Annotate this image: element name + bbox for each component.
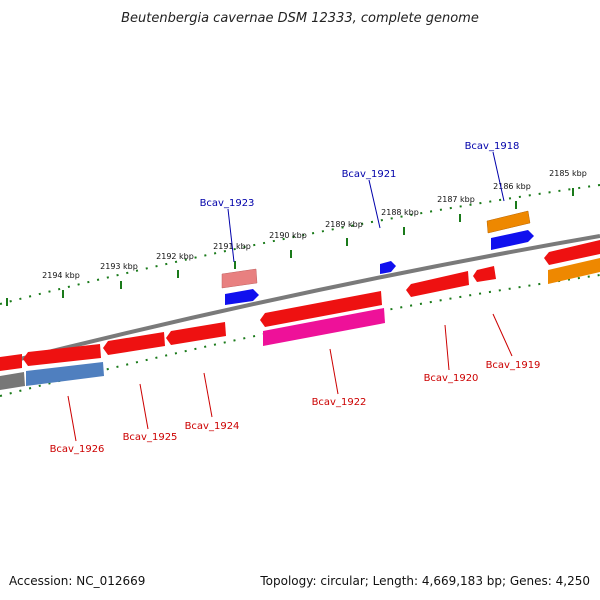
gene-arrow-bcav-1919[interactable] xyxy=(473,266,496,282)
leader-bcav-1926 xyxy=(67,395,77,442)
gene-arrow-bcav-1924[interactable] xyxy=(166,322,226,345)
gene-arrow-bcav-1926-cds[interactable] xyxy=(26,362,104,386)
kbp-label: 2187 kbp xyxy=(437,195,475,204)
leader-bcav-1918 xyxy=(492,151,505,202)
gene-arrow-bcav-1925[interactable] xyxy=(103,332,165,355)
gene-arrow-bcav-1923[interactable] xyxy=(221,268,258,289)
gene-arrow-bcav-1918-cds[interactable] xyxy=(491,230,534,250)
accession-label: Accession: NC_012669 xyxy=(9,574,146,588)
gene-label-bcav-1919[interactable]: Bcav_1919 xyxy=(486,360,541,371)
gene-label-bcav-1923[interactable]: Bcav_1923 xyxy=(200,198,255,209)
gene-label-bcav-1921[interactable]: Bcav_1921 xyxy=(342,169,397,180)
map-title: Beutenbergia cavernae DSM 12333, complet… xyxy=(121,11,479,26)
leader-bcav-1923 xyxy=(227,208,235,263)
gene-arrow-bcav-1926-pseudo[interactable] xyxy=(0,372,25,390)
gene-label-bcav-1920[interactable]: Bcav_1920 xyxy=(424,373,479,384)
minus-strand-features xyxy=(0,240,600,390)
plus-strand-features xyxy=(221,210,534,305)
gene-label-leaders xyxy=(67,151,513,442)
gene-arrow-bcav-1921[interactable] xyxy=(380,261,396,274)
kbp-label: 2185 kbp xyxy=(549,169,587,178)
gene-label-bcav-1918[interactable]: Bcav_1918 xyxy=(465,141,520,152)
kbp-label: 2188 kbp xyxy=(381,208,419,217)
gene-arrow-right-edge-cds[interactable] xyxy=(548,258,600,284)
kbp-label: 2186 kbp xyxy=(493,182,531,191)
leader-bcav-1922 xyxy=(329,348,339,395)
gene-arrow-bcav-1926-partial[interactable] xyxy=(0,354,22,371)
gene-arrow-bcav-1922-cds[interactable] xyxy=(263,308,385,346)
genome-backbone xyxy=(0,234,600,366)
leader-bcav-1920 xyxy=(444,324,450,371)
gene-arrow-bcav-1918[interactable] xyxy=(486,210,531,234)
kbp-label: 2189 kbp xyxy=(325,220,363,229)
kbp-label: 2192 kbp xyxy=(156,252,194,261)
gene-arrow-bcav-1923-cds[interactable] xyxy=(225,289,259,305)
leader-bcav-1921 xyxy=(368,179,381,229)
gene-arrow-right-edge[interactable] xyxy=(544,240,600,265)
leader-bcav-1924 xyxy=(203,372,213,418)
gene-label-bcav-1924[interactable]: Bcav_1924 xyxy=(185,421,240,432)
gene-labels: Bcav_1923 Bcav_1921 Bcav_1918 Bcav_1926 … xyxy=(50,141,541,455)
gene-arrow-bcav-1920[interactable] xyxy=(406,271,469,297)
kbp-label: 2193 kbp xyxy=(100,262,138,271)
gene-arrow-bcav-1926[interactable] xyxy=(23,344,101,366)
kbp-label: 2190 kbp xyxy=(269,231,307,240)
leader-bcav-1925 xyxy=(139,383,149,430)
genome-info-label: Topology: circular; Length: 4,669,183 bp… xyxy=(260,574,590,588)
gene-label-bcav-1926[interactable]: Bcav_1926 xyxy=(50,444,105,455)
kbp-label: 2194 kbp xyxy=(42,271,80,280)
gene-arrow-bcav-1922[interactable] xyxy=(260,291,382,327)
leader-bcav-1919 xyxy=(492,313,513,357)
gene-label-bcav-1925[interactable]: Bcav_1925 xyxy=(123,432,178,443)
gene-label-bcav-1922[interactable]: Bcav_1922 xyxy=(312,397,367,408)
